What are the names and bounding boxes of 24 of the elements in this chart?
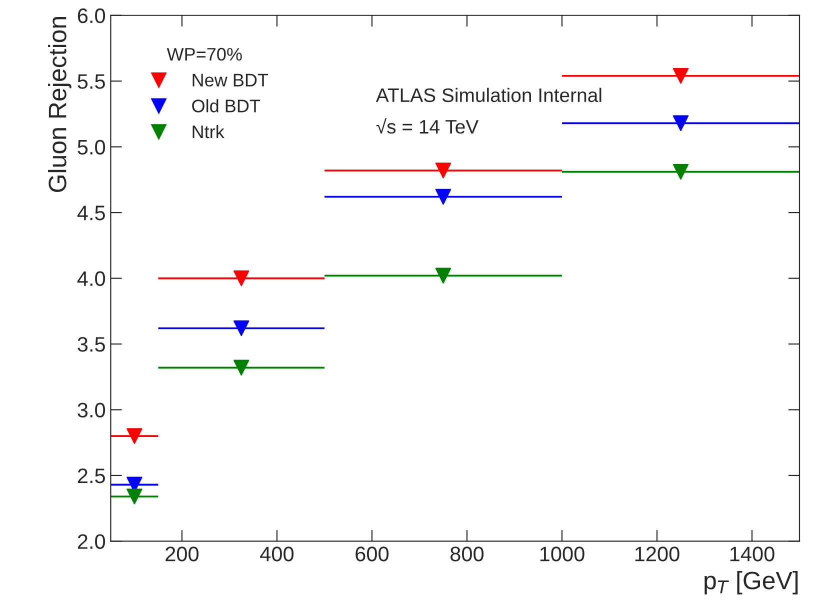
x-tick-label: 800 xyxy=(450,546,484,562)
legend-label: New BDT xyxy=(192,74,268,87)
legend-label: Old BDT xyxy=(192,99,260,112)
y-axis-title: Gluon Rejection xyxy=(48,16,72,192)
y-tick-label: 2.5 xyxy=(78,468,105,484)
y-tick-label: 4.0 xyxy=(77,271,106,286)
x-tick-label: 600 xyxy=(356,546,389,562)
legend-label: Ntrk xyxy=(192,124,224,138)
x-tick-label: 1400 xyxy=(730,546,774,562)
annotation: √s = 14 TeV xyxy=(376,118,479,134)
y-tick-label: 3.5 xyxy=(78,337,105,352)
x-tick-label: 1000 xyxy=(540,546,584,562)
x-tick-label: 400 xyxy=(260,546,294,562)
y-tick-label: 5.5 xyxy=(78,74,105,89)
y-tick-label: 6.0 xyxy=(78,8,106,24)
y-tick-label: 2.0 xyxy=(78,534,106,549)
x-axis-title: p$_{T}$ [GeV] xyxy=(704,571,798,594)
legend-title: WP=70% xyxy=(166,48,242,61)
x-tick-label: 200 xyxy=(166,546,199,562)
y-tick-label: 5.0 xyxy=(78,140,106,155)
y-tick-label: 3.0 xyxy=(78,402,106,418)
annotation: ATLAS Simulation Internal xyxy=(376,88,602,102)
x-tick-label: 1200 xyxy=(635,546,680,562)
y-tick-label: 4.5 xyxy=(77,206,105,220)
